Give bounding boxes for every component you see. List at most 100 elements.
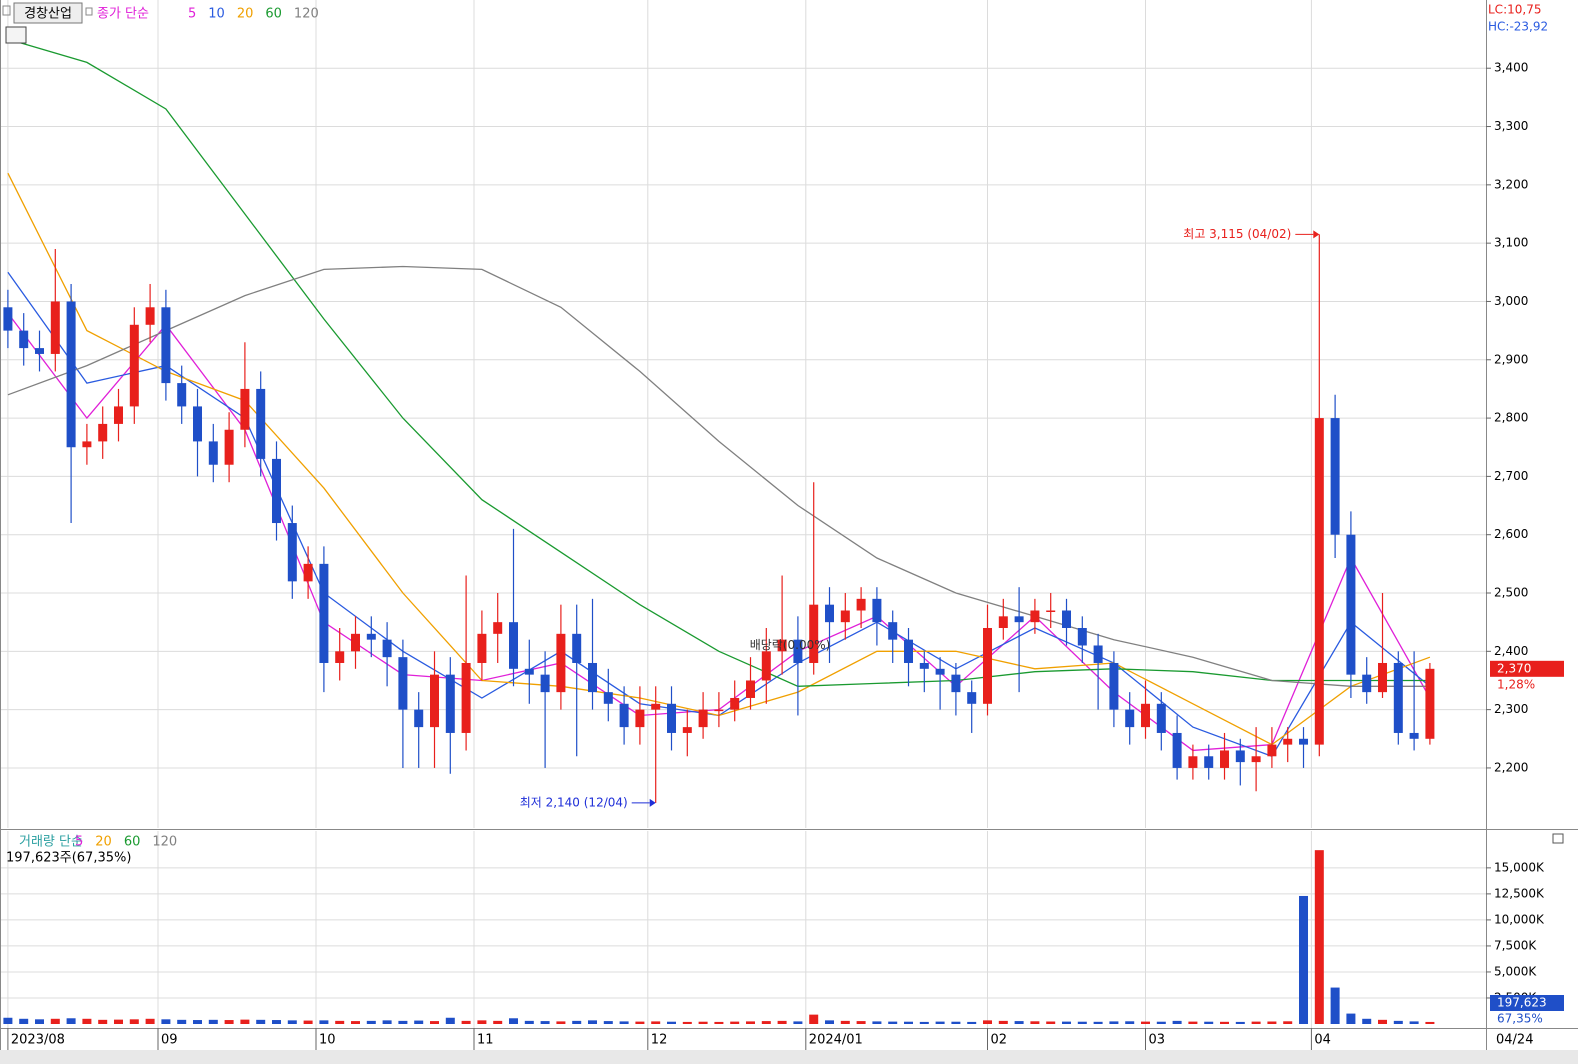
y-tick-label: 2,900	[1494, 352, 1528, 366]
table-button[interactable]	[5, 26, 27, 44]
candle-body	[730, 697, 740, 710]
candle-body	[983, 627, 993, 704]
volume-bar	[730, 1021, 740, 1024]
candle-body	[967, 692, 977, 704]
x-tick-label: 04	[1314, 1033, 1331, 1048]
volume-legend-entry: 60	[124, 835, 141, 850]
volume-bar	[1378, 1019, 1388, 1024]
volume-bar	[667, 1021, 677, 1024]
candle-body	[888, 622, 898, 640]
candle-body	[761, 651, 771, 681]
y-tick-label: 2,700	[1494, 469, 1528, 483]
volume-bar	[1251, 1021, 1261, 1024]
candle-body	[335, 651, 345, 663]
candle-body	[840, 610, 850, 623]
y-tick-label: 2,400	[1494, 644, 1528, 658]
volume-bar	[840, 1020, 850, 1024]
volume-bar	[714, 1021, 724, 1024]
x-tick-label: 12	[651, 1033, 668, 1048]
volume-bar	[1314, 850, 1324, 1024]
volume-bar	[619, 1021, 629, 1024]
volume-bar	[1346, 1013, 1356, 1024]
volume-bar	[793, 1021, 803, 1024]
x-tick-label: 03	[1149, 1033, 1166, 1048]
moving-average-line	[7, 38, 1430, 687]
candle-body	[1204, 756, 1214, 768]
volume-bar	[524, 1020, 534, 1024]
volume-bar	[682, 1021, 692, 1024]
candle-body	[1062, 610, 1072, 628]
current-price-label: 2,370	[1497, 661, 1531, 675]
annotation-arrowhead	[649, 798, 656, 807]
candle-body	[935, 668, 945, 675]
volume-bar	[382, 1020, 392, 1024]
candle-body	[588, 662, 598, 693]
volume-bar	[177, 1019, 187, 1024]
volume-bar	[398, 1020, 408, 1024]
stock-name-box[interactable]	[13, 2, 83, 24]
candle-body	[145, 307, 155, 325]
volume-bar	[509, 1018, 519, 1024]
volume-bar	[193, 1020, 203, 1024]
y-tick-label: 3,100	[1494, 236, 1528, 250]
candle-body	[524, 668, 534, 675]
candle-body	[1314, 418, 1324, 745]
candle-body	[746, 680, 756, 698]
scrollbar[interactable]	[0, 1050, 1578, 1064]
y-tick-label: 3,200	[1494, 177, 1528, 191]
candle-body	[509, 622, 519, 669]
candle-body	[825, 604, 835, 623]
candle-body	[129, 324, 139, 407]
volume-bar	[1393, 1020, 1403, 1024]
volume-bar	[603, 1021, 613, 1024]
volume-bar	[698, 1021, 708, 1024]
volume-bar	[493, 1020, 503, 1024]
volume-bar	[272, 1020, 282, 1024]
candle-body	[114, 406, 124, 424]
last-date: 04/24	[1496, 1033, 1533, 1048]
candle-body	[161, 307, 171, 384]
candle-body	[1188, 756, 1198, 768]
candle-body	[809, 604, 819, 663]
candle-body	[603, 692, 613, 704]
candle-body	[98, 423, 108, 442]
candle-body	[461, 662, 471, 733]
volume-bar	[366, 1020, 376, 1024]
volume-bar	[825, 1020, 835, 1024]
candle-body	[1362, 674, 1372, 693]
volume-legend-entry: 20	[95, 835, 112, 850]
x-tick-label: 2024/01	[809, 1033, 863, 1048]
volume-bar	[430, 1021, 440, 1024]
volume-bar	[1125, 1021, 1135, 1024]
candle-body	[1378, 662, 1388, 693]
volume-bar	[224, 1020, 234, 1024]
candle-body	[272, 458, 282, 524]
volume-bar	[556, 1021, 566, 1024]
y-tick-label: 3,400	[1494, 61, 1528, 75]
volume-bar	[445, 1017, 455, 1024]
candle-body	[493, 622, 503, 634]
volume-tag-change: 67,35%	[1497, 1012, 1543, 1026]
y-tick-label: 3,000	[1494, 294, 1528, 308]
candle-body	[1156, 703, 1166, 733]
volume-bar	[1014, 1021, 1024, 1024]
volume-bar	[761, 1021, 771, 1024]
candle-body	[193, 406, 203, 442]
candle-body	[651, 703, 661, 710]
candle-body	[1125, 709, 1135, 728]
pane-close-button[interactable]	[1552, 833, 1564, 844]
volume-bar	[1077, 1021, 1087, 1024]
volume-bar	[1156, 1021, 1166, 1024]
price-legend: 종가 단순	[97, 7, 149, 22]
candle-body	[872, 598, 882, 623]
volume-bar	[904, 1021, 914, 1024]
legend-entry: 60	[265, 7, 282, 22]
volume-bar	[983, 1020, 993, 1024]
volume-bar	[1330, 987, 1340, 1024]
volume-bar	[1046, 1021, 1056, 1024]
volume-bar	[66, 1018, 76, 1024]
candle-body	[82, 441, 92, 448]
volume-bar	[888, 1021, 898, 1024]
x-tick-label: 02	[991, 1033, 1008, 1048]
